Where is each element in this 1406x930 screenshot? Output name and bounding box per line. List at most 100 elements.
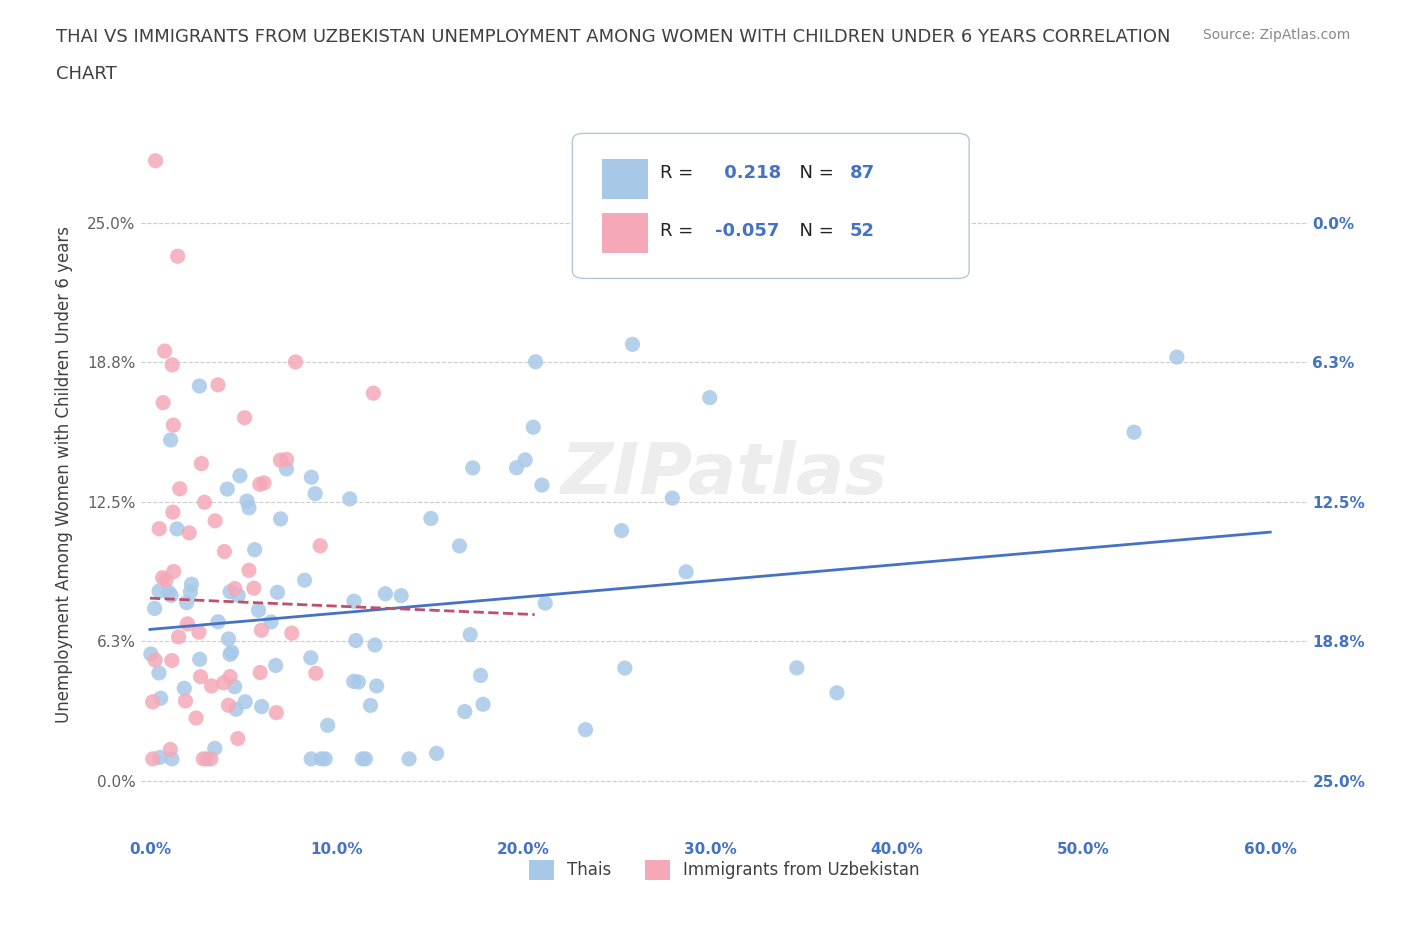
Immigrants from Uzbekistan <box>162 505 184 520</box>
Immigrants from Uzbekistan <box>152 395 174 410</box>
Thais <box>470 668 492 683</box>
Thais <box>699 391 721 405</box>
Thais <box>180 577 202 591</box>
Thais <box>149 691 172 706</box>
Text: N =: N = <box>789 165 839 182</box>
Thais <box>159 432 181 447</box>
Immigrants from Uzbekistan <box>253 475 276 490</box>
Thais <box>149 750 172 764</box>
Immigrants from Uzbekistan <box>145 153 167 168</box>
Thais <box>225 702 247 717</box>
Immigrants from Uzbekistan <box>249 477 271 492</box>
Immigrants from Uzbekistan <box>309 538 332 553</box>
Bar <box>602 213 648 253</box>
Immigrants from Uzbekistan <box>193 751 215 766</box>
Thais <box>352 751 374 766</box>
Immigrants from Uzbekistan <box>266 705 288 720</box>
Immigrants from Uzbekistan <box>269 453 291 468</box>
Thais <box>786 660 808 675</box>
Thais <box>472 697 495 711</box>
Thais <box>825 685 848 700</box>
Thais <box>366 679 388 694</box>
Thais <box>534 596 557 611</box>
Thais <box>294 573 316 588</box>
Immigrants from Uzbekistan <box>204 513 226 528</box>
Thais <box>157 585 180 600</box>
Immigrants from Uzbekistan <box>212 675 235 690</box>
Immigrants from Uzbekistan <box>238 563 260 578</box>
Thais <box>449 538 471 553</box>
Thais <box>160 751 183 766</box>
Thais <box>458 627 481 642</box>
Text: -0.057: -0.057 <box>714 222 779 240</box>
Immigrants from Uzbekistan <box>153 344 176 359</box>
Immigrants from Uzbekistan <box>179 525 201 540</box>
Thais <box>264 658 287 673</box>
Thais <box>339 491 361 506</box>
Text: Source: ZipAtlas.com: Source: ZipAtlas.com <box>1202 28 1350 42</box>
Thais <box>260 615 283 630</box>
Thais <box>173 681 195 696</box>
Text: R =: R = <box>659 165 699 182</box>
Thais <box>522 419 544 434</box>
Thais <box>374 586 396 601</box>
Thais <box>143 601 166 616</box>
Thais <box>250 699 273 714</box>
Thais <box>675 565 697 579</box>
Thais <box>454 704 477 719</box>
Immigrants from Uzbekistan <box>142 695 165 710</box>
Thais <box>347 674 370 689</box>
Text: CHART: CHART <box>56 65 117 83</box>
Immigrants from Uzbekistan <box>190 670 212 684</box>
Thais <box>344 633 367 648</box>
Immigrants from Uzbekistan <box>152 570 174 585</box>
Text: N =: N = <box>789 222 839 240</box>
Thais <box>316 718 339 733</box>
Text: THAI VS IMMIGRANTS FROM UZBEKISTAN UNEMPLOYMENT AMONG WOMEN WITH CHILDREN UNDER : THAI VS IMMIGRANTS FROM UZBEKISTAN UNEMP… <box>56 28 1171 46</box>
Thais <box>426 746 449 761</box>
Immigrants from Uzbekistan <box>276 452 298 467</box>
Thais <box>621 337 644 352</box>
Text: 52: 52 <box>851 222 875 240</box>
Immigrants from Uzbekistan <box>200 751 222 766</box>
Immigrants from Uzbekistan <box>176 617 198 631</box>
Thais <box>238 500 260 515</box>
Thais <box>224 679 246 694</box>
Immigrants from Uzbekistan <box>305 666 328 681</box>
Thais <box>299 650 322 665</box>
Thais <box>610 524 633 538</box>
Thais <box>179 585 201 600</box>
Thais <box>247 603 270 618</box>
Immigrants from Uzbekistan <box>363 386 385 401</box>
FancyBboxPatch shape <box>572 133 969 278</box>
Thais <box>166 522 188 537</box>
Immigrants from Uzbekistan <box>160 357 183 372</box>
Immigrants from Uzbekistan <box>169 482 191 497</box>
Thais <box>524 354 547 369</box>
Thais <box>188 652 211 667</box>
Thais <box>299 751 322 766</box>
Thais <box>1166 350 1188 365</box>
Thais <box>139 646 162 661</box>
Immigrants from Uzbekistan <box>143 653 166 668</box>
Thais <box>148 584 170 599</box>
Immigrants from Uzbekistan <box>224 581 246 596</box>
Thais <box>195 751 218 766</box>
Thais <box>515 453 537 468</box>
Text: ZIPatlas: ZIPatlas <box>561 440 887 509</box>
Immigrants from Uzbekistan <box>207 378 229 392</box>
Thais <box>314 751 336 766</box>
Thais <box>218 631 240 646</box>
Thais <box>219 584 242 599</box>
Thais <box>221 644 243 659</box>
Immigrants from Uzbekistan <box>284 354 307 369</box>
Thais <box>661 491 683 506</box>
Thais <box>276 461 298 476</box>
Thais <box>304 486 326 501</box>
Text: 0.218: 0.218 <box>718 165 782 182</box>
Thais <box>311 751 333 766</box>
Thais <box>461 460 484 475</box>
Legend: Thais, Immigrants from Uzbekistan: Thais, Immigrants from Uzbekistan <box>522 853 927 886</box>
Thais <box>226 588 249 603</box>
Thais <box>530 478 553 493</box>
